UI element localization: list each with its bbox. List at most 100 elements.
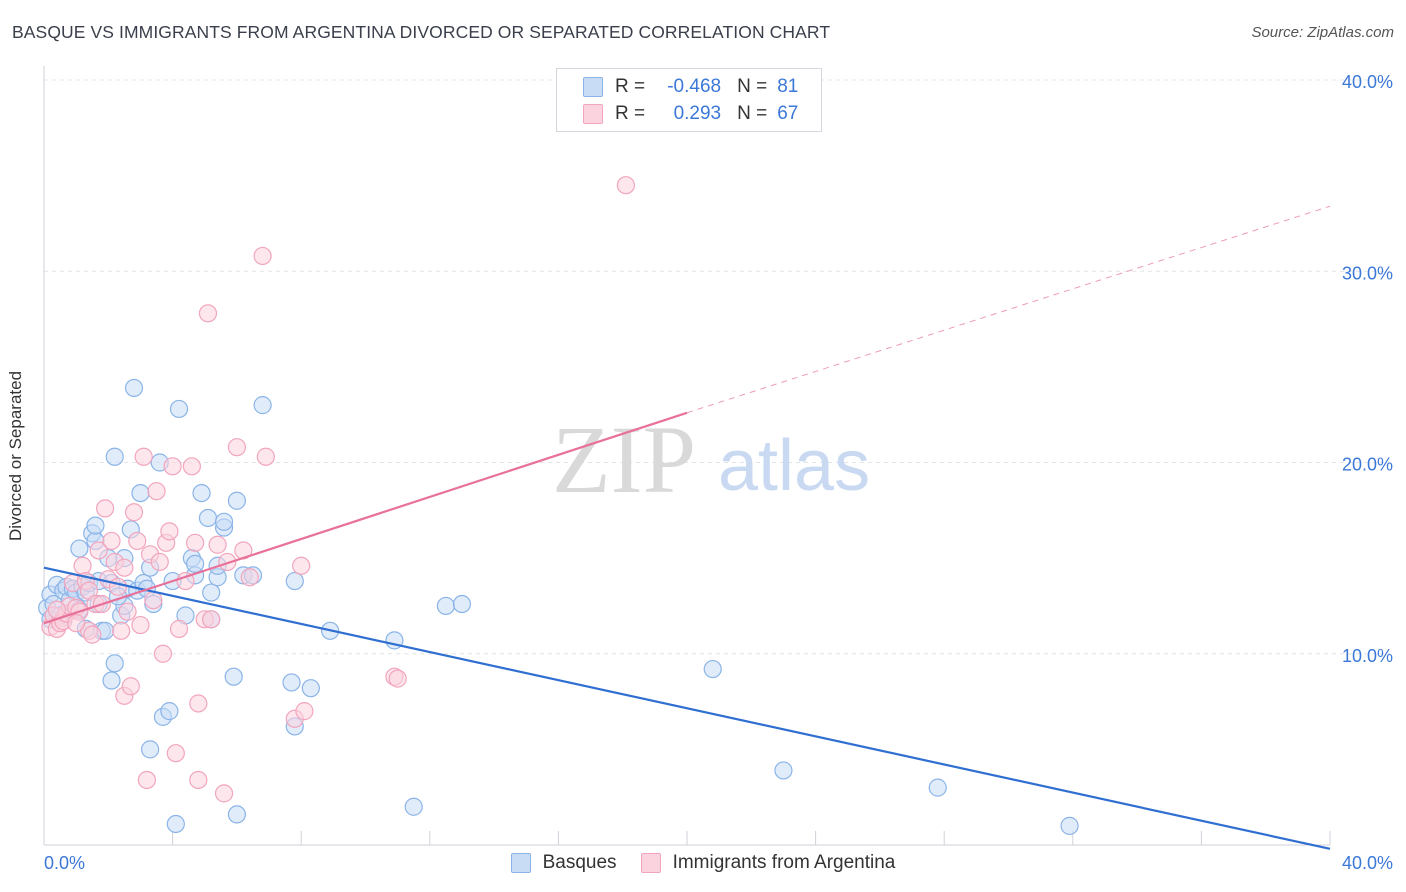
data-point xyxy=(169,399,189,419)
axes xyxy=(43,66,1331,846)
data-point xyxy=(169,619,189,638)
n-value: 81 xyxy=(777,76,799,97)
data-point xyxy=(140,740,160,759)
watermark-atlas: atlas xyxy=(718,426,870,506)
argentina-swatch xyxy=(640,853,661,873)
watermark: ZIP atlas xyxy=(552,406,870,513)
data-point xyxy=(240,568,259,587)
basques-swatch xyxy=(510,853,531,873)
data-point xyxy=(102,531,121,551)
data-point xyxy=(121,677,140,696)
y-tick-label: 10.0% xyxy=(1342,646,1393,666)
legend-row-argentina: R = 0.293 N = 67 xyxy=(583,102,798,126)
data-point xyxy=(176,571,195,591)
trend-line xyxy=(43,411,688,625)
data-point xyxy=(253,246,272,266)
data-point xyxy=(166,744,185,763)
data-point xyxy=(124,503,144,522)
data-point xyxy=(131,615,150,635)
data-point xyxy=(115,558,134,577)
data-point xyxy=(131,484,150,503)
data-point xyxy=(202,583,221,602)
data-point xyxy=(166,814,185,834)
data-point xyxy=(67,614,86,633)
legend-row-basques: R = -0.468 N = 81 xyxy=(583,75,798,99)
legend-label: Basques xyxy=(542,852,617,873)
x-tick-label: 40.0% xyxy=(1342,853,1393,873)
legend-label: Immigrants from Argentina xyxy=(672,852,896,873)
data-point xyxy=(147,482,166,501)
data-point xyxy=(227,491,246,510)
data-point xyxy=(452,594,472,614)
r-label: R = xyxy=(615,103,646,124)
data-point xyxy=(118,602,137,621)
data-point xyxy=(189,770,208,790)
data-point xyxy=(102,671,121,690)
data-point xyxy=(436,596,455,616)
data-point xyxy=(153,644,173,663)
source-label: Source: ZipAtlas.com xyxy=(1251,24,1394,41)
data-point xyxy=(285,571,304,591)
data-point xyxy=(128,531,147,551)
data-point xyxy=(83,625,102,644)
series-layer xyxy=(38,176,1079,835)
watermark-zip: ZIP xyxy=(552,406,696,513)
data-point xyxy=(70,539,89,558)
data-point xyxy=(144,591,163,610)
data-point xyxy=(163,457,182,476)
data-point xyxy=(124,378,144,398)
data-point xyxy=(105,447,124,466)
data-point xyxy=(208,535,227,554)
data-point xyxy=(198,508,218,528)
data-point xyxy=(301,679,320,698)
data-point xyxy=(703,659,722,679)
data-point xyxy=(186,533,205,552)
basques-swatch xyxy=(583,77,603,97)
trend-layer xyxy=(43,205,1331,850)
data-point xyxy=(150,552,169,572)
legend-item-argentina[interactable]: Immigrants from Argentina xyxy=(640,852,896,874)
data-point xyxy=(202,610,221,629)
legend-item-basques[interactable]: Basques xyxy=(510,852,617,874)
data-point xyxy=(214,512,234,531)
data-point xyxy=(218,552,237,572)
data-point xyxy=(774,761,793,780)
data-point xyxy=(137,770,156,790)
data-point xyxy=(928,778,947,797)
n-label: N = xyxy=(737,76,768,97)
data-point xyxy=(198,304,218,323)
r-value: 0.293 xyxy=(673,103,722,124)
data-point xyxy=(224,667,243,686)
series-legend: Basques Immigrants from Argentina xyxy=(0,852,1406,874)
r-value: -0.468 xyxy=(667,76,722,97)
correlation-legend: R = -0.468 N = 81 R = 0.293 N = 67 xyxy=(556,68,822,132)
chart-title: BASQUE VS IMMIGRANTS FROM ARGENTINA DIVO… xyxy=(12,22,831,42)
data-point xyxy=(189,694,208,713)
n-label: N = xyxy=(737,103,768,124)
data-point xyxy=(105,654,124,673)
data-point xyxy=(186,554,205,573)
data-point xyxy=(227,805,246,824)
data-point xyxy=(388,669,407,688)
y-tick-label: 40.0% xyxy=(1342,72,1393,92)
x-tick-label: 0.0% xyxy=(44,853,85,873)
data-point xyxy=(182,457,201,476)
data-point xyxy=(89,541,108,560)
argentina-swatch xyxy=(583,104,603,124)
r-label: R = xyxy=(615,76,646,97)
trend-line xyxy=(43,566,1331,850)
data-point xyxy=(253,396,272,415)
series-argentina xyxy=(41,176,636,803)
data-point xyxy=(160,702,179,721)
data-point xyxy=(95,499,115,518)
data-point xyxy=(227,438,246,457)
data-point xyxy=(1060,816,1079,835)
data-point xyxy=(47,600,66,619)
data-point xyxy=(214,784,234,803)
data-point xyxy=(292,556,311,575)
y-tick-label: 20.0% xyxy=(1342,455,1393,475)
data-point xyxy=(134,447,153,466)
data-point xyxy=(192,484,211,503)
data-point xyxy=(295,702,314,721)
